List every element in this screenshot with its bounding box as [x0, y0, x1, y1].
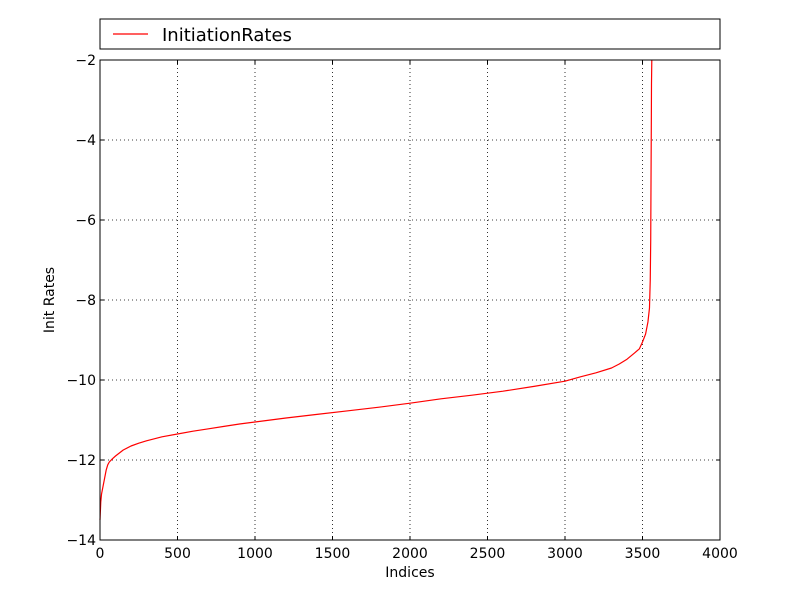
x-tick-label: 1500: [315, 546, 351, 562]
y-tick-label: −10: [66, 373, 96, 389]
legend-box: [99, 18, 721, 50]
x-tick-label: 500: [164, 546, 191, 562]
grid-lines: [100, 60, 720, 540]
y-tick-label: −12: [66, 453, 96, 469]
x-axis-label: Indices: [385, 565, 434, 581]
legend: InitiationRates: [99, 18, 721, 50]
x-tick-label: 3500: [625, 546, 661, 562]
y-tick-label: −2: [75, 53, 96, 69]
x-tick-label: 2000: [392, 546, 428, 562]
legend-label-initiationrates: InitiationRates: [162, 25, 292, 46]
x-tick-label: 3000: [547, 546, 583, 562]
series-line-initiationrates: [99, 59, 653, 521]
y-tick-label: −4: [75, 133, 96, 149]
x-tick-label: 0: [96, 546, 105, 562]
x-tick-label: 1000: [237, 546, 273, 562]
y-tick-label: −8: [75, 293, 96, 309]
y-tick-label: −6: [75, 213, 96, 229]
y-axis-label: Init Rates: [42, 267, 58, 333]
x-tick-label: 4000: [702, 546, 738, 562]
y-tick-label: −14: [66, 533, 96, 549]
series-layer: [99, 59, 653, 521]
axis-ticks: 0 500 1000 1500 2000 2500 3000 3500 4000 −14 −12 −1…: [66, 53, 737, 562]
x-tick-label: 2500: [470, 546, 506, 562]
